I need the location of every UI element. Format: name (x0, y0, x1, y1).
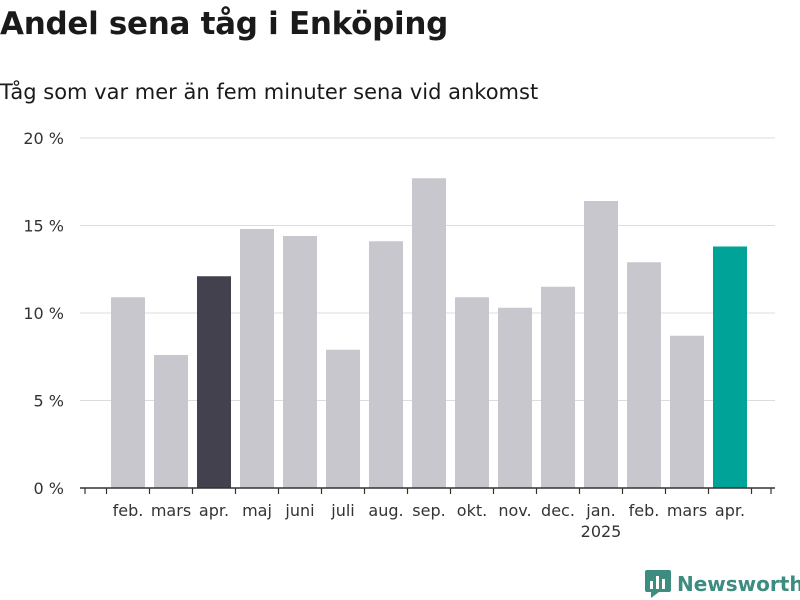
bar (412, 178, 446, 488)
bar (498, 307, 532, 488)
brand-logo: Newsworthy (645, 570, 800, 598)
bar (455, 297, 489, 488)
bar (369, 241, 403, 488)
y-tick-label: 20 % (23, 129, 64, 148)
x-tick-label: mars (667, 501, 707, 520)
x-tick-label: juli (330, 501, 354, 520)
bar (326, 349, 360, 488)
x-tick-label: feb. (629, 501, 660, 520)
x-tick-label: okt. (457, 501, 487, 520)
x-tick-label: apr. (199, 501, 229, 520)
bar (627, 262, 661, 488)
bar-chart-logo-icon (645, 570, 671, 598)
bar (111, 297, 145, 488)
x-tick-label: juni (284, 501, 314, 520)
bar (240, 229, 274, 488)
y-tick-label: 10 % (23, 304, 64, 323)
y-tick-label: 0 % (34, 479, 64, 498)
bar (283, 236, 317, 488)
x-tick-label: dec. (541, 501, 575, 520)
chart-subtitle: Tåg som var mer än fem minuter sena vid … (0, 80, 539, 104)
bar (584, 201, 618, 488)
bar (197, 276, 231, 488)
brand-name: Newsworthy (677, 572, 800, 596)
x-tick-label: jan. (585, 501, 615, 520)
x-tick-label: sep. (412, 501, 445, 520)
x-tick-label: mars (151, 501, 191, 520)
x-tick-label: apr. (715, 501, 745, 520)
x-tick-label: maj (242, 501, 272, 520)
bar (541, 286, 575, 488)
y-tick-label: 15 % (23, 217, 64, 236)
chart-title: Andel sena tåg i Enköping (0, 6, 448, 42)
bar (713, 246, 747, 488)
bar (670, 335, 704, 488)
bar (154, 355, 188, 488)
x-tick-label: feb. (113, 501, 144, 520)
y-tick-label: 5 % (34, 392, 64, 411)
year-label: 2025 (581, 522, 622, 541)
x-tick-label: nov. (498, 501, 531, 520)
x-tick-label: aug. (368, 501, 403, 520)
